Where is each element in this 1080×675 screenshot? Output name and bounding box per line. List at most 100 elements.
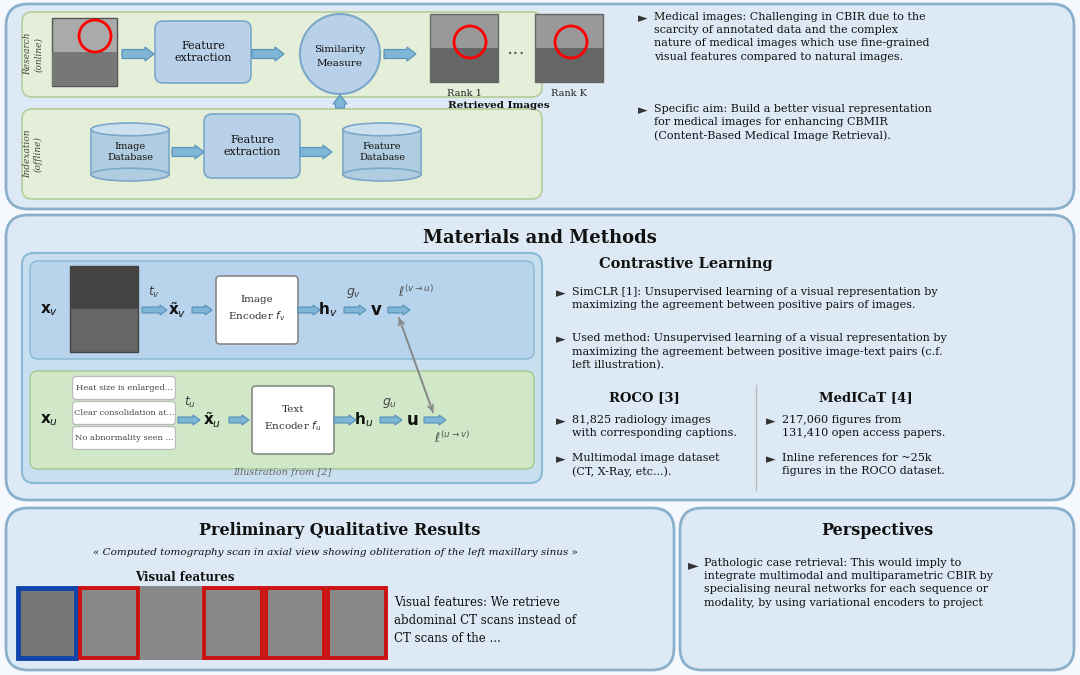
Text: Feature
extraction: Feature extraction (174, 41, 232, 63)
FancyArrow shape (300, 145, 332, 159)
Text: Image: Image (241, 296, 273, 304)
Text: MedICaT [4]: MedICaT [4] (820, 391, 913, 404)
FancyBboxPatch shape (430, 48, 498, 82)
Text: ROCO [3]: ROCO [3] (609, 391, 679, 404)
Text: 81,825 radiology images
with corresponding captions.: 81,825 radiology images with correspondi… (572, 415, 737, 438)
Ellipse shape (343, 168, 421, 181)
FancyBboxPatch shape (72, 377, 175, 400)
FancyArrow shape (252, 47, 284, 61)
FancyBboxPatch shape (535, 48, 603, 82)
Text: Rank 1: Rank 1 (446, 89, 482, 98)
FancyBboxPatch shape (430, 14, 498, 82)
Text: Visual features: Visual features (135, 571, 234, 584)
Text: Multimodal image dataset
(CT, X-Ray, etc...).: Multimodal image dataset (CT, X-Ray, etc… (572, 453, 719, 477)
FancyArrow shape (345, 305, 366, 315)
FancyArrow shape (192, 305, 212, 315)
FancyBboxPatch shape (22, 109, 542, 199)
FancyArrow shape (178, 415, 200, 425)
Text: $\ell^{(u \to v)}$: $\ell^{(u \to v)}$ (434, 430, 470, 446)
FancyArrow shape (141, 305, 167, 315)
Circle shape (300, 14, 380, 94)
Ellipse shape (91, 168, 168, 181)
Text: $g_u$: $g_u$ (382, 396, 397, 410)
Text: « Computed tomography scan in axial view showing obliteration of the left maxill: « Computed tomography scan in axial view… (93, 548, 578, 557)
FancyArrow shape (333, 95, 347, 108)
FancyBboxPatch shape (72, 402, 175, 425)
Text: Research
(online): Research (online) (24, 33, 43, 75)
FancyBboxPatch shape (252, 386, 334, 454)
Text: $\mathbf{h}_u$: $\mathbf{h}_u$ (354, 410, 374, 429)
FancyArrow shape (122, 47, 154, 61)
FancyBboxPatch shape (216, 276, 298, 344)
Bar (343, 130, 421, 175)
FancyBboxPatch shape (535, 14, 603, 82)
Text: $\mathbf{h}_v$: $\mathbf{h}_v$ (319, 300, 338, 319)
Text: Medical images: Challenging in CBIR due to the
scarcity of annotated data and th: Medical images: Challenging in CBIR due … (654, 12, 930, 61)
Text: $\mathbf{x}_u$: $\mathbf{x}_u$ (40, 412, 58, 428)
Text: Pathologic case retrieval: This would imply to
integrate multimodal and multipar: Pathologic case retrieval: This would im… (704, 558, 993, 608)
Text: Measure: Measure (318, 59, 363, 68)
Text: Perspectives: Perspectives (821, 522, 933, 539)
FancyBboxPatch shape (328, 588, 386, 658)
Text: $t_u$: $t_u$ (184, 395, 197, 410)
FancyArrow shape (424, 415, 446, 425)
Text: $\ell^{(v \to u)}$: $\ell^{(v \to u)}$ (399, 284, 434, 300)
FancyBboxPatch shape (52, 18, 117, 86)
FancyArrow shape (388, 305, 410, 315)
Text: ►: ► (556, 333, 566, 346)
FancyBboxPatch shape (30, 371, 534, 469)
Text: Inline references for ~25k
figures in the ROCO dataset.: Inline references for ~25k figures in th… (782, 453, 945, 476)
FancyArrow shape (334, 415, 356, 425)
Text: $\tilde{\mathbf{x}}_v$: $\tilde{\mathbf{x}}_v$ (167, 300, 186, 320)
FancyBboxPatch shape (6, 508, 674, 670)
Text: Text: Text (282, 406, 305, 414)
Text: Retrieved Images: Retrieved Images (448, 101, 550, 110)
Text: Heat size is enlarged...: Heat size is enlarged... (76, 384, 173, 392)
FancyBboxPatch shape (6, 4, 1074, 209)
Text: $\mathbf{u}$: $\mathbf{u}$ (406, 411, 418, 429)
Text: ...: ... (507, 38, 525, 57)
Text: $\mathbf{x}_v$: $\mathbf{x}_v$ (40, 302, 58, 318)
Text: Specific aim: Build a better visual representation
for medical images for enhanc: Specific aim: Build a better visual repr… (654, 104, 932, 141)
Text: ►: ► (638, 12, 648, 25)
Text: Similarity: Similarity (314, 45, 366, 53)
FancyBboxPatch shape (680, 508, 1074, 670)
Text: ►: ► (556, 453, 566, 466)
Text: Encoder $f_v$: Encoder $f_v$ (228, 309, 286, 323)
Text: Used method: Unsupervised learning of a visual representation by
maximizing the : Used method: Unsupervised learning of a … (572, 333, 947, 371)
Text: Image
Database: Image Database (107, 142, 153, 162)
Text: ►: ► (638, 104, 648, 117)
FancyBboxPatch shape (30, 261, 534, 359)
FancyBboxPatch shape (141, 588, 200, 658)
Text: ►: ► (556, 415, 566, 428)
Text: Contrastive Learning: Contrastive Learning (599, 257, 773, 271)
Text: Visual features: We retrieve
abdominal CT scans instead of
CT scans of the ...: Visual features: We retrieve abdominal C… (394, 596, 576, 645)
Text: $g_v$: $g_v$ (347, 286, 362, 300)
FancyBboxPatch shape (70, 266, 138, 309)
Text: 217,060 figures from
131,410 open access papers.: 217,060 figures from 131,410 open access… (782, 415, 945, 438)
FancyArrow shape (384, 47, 416, 61)
Text: Clear consolidation at...: Clear consolidation at... (73, 409, 174, 417)
Ellipse shape (91, 123, 168, 136)
Text: SimCLR [1]: Unsupervised learning of a visual representation by
maximizing the a: SimCLR [1]: Unsupervised learning of a v… (572, 287, 937, 310)
Text: $\mathbf{v}$: $\mathbf{v}$ (369, 301, 382, 319)
FancyBboxPatch shape (6, 215, 1074, 500)
Text: No abnormality seen ...: No abnormality seen ... (75, 434, 173, 442)
FancyBboxPatch shape (266, 588, 324, 658)
FancyBboxPatch shape (52, 52, 117, 86)
FancyArrow shape (172, 145, 204, 159)
Text: Feature
Database: Feature Database (359, 142, 405, 162)
FancyBboxPatch shape (80, 588, 138, 658)
FancyBboxPatch shape (18, 588, 76, 658)
Text: $t_v$: $t_v$ (148, 285, 160, 300)
Text: Indexation
(offline): Indexation (offline) (24, 130, 43, 178)
FancyArrow shape (380, 415, 402, 425)
FancyBboxPatch shape (70, 266, 138, 352)
FancyBboxPatch shape (22, 253, 542, 483)
FancyBboxPatch shape (22, 12, 542, 97)
Bar (91, 130, 168, 175)
Text: Preliminary Qualitative Results: Preliminary Qualitative Results (200, 522, 481, 539)
Text: Illustration from [2]: Illustration from [2] (233, 468, 332, 477)
FancyBboxPatch shape (204, 114, 300, 178)
Text: Feature
extraction: Feature extraction (224, 135, 281, 157)
